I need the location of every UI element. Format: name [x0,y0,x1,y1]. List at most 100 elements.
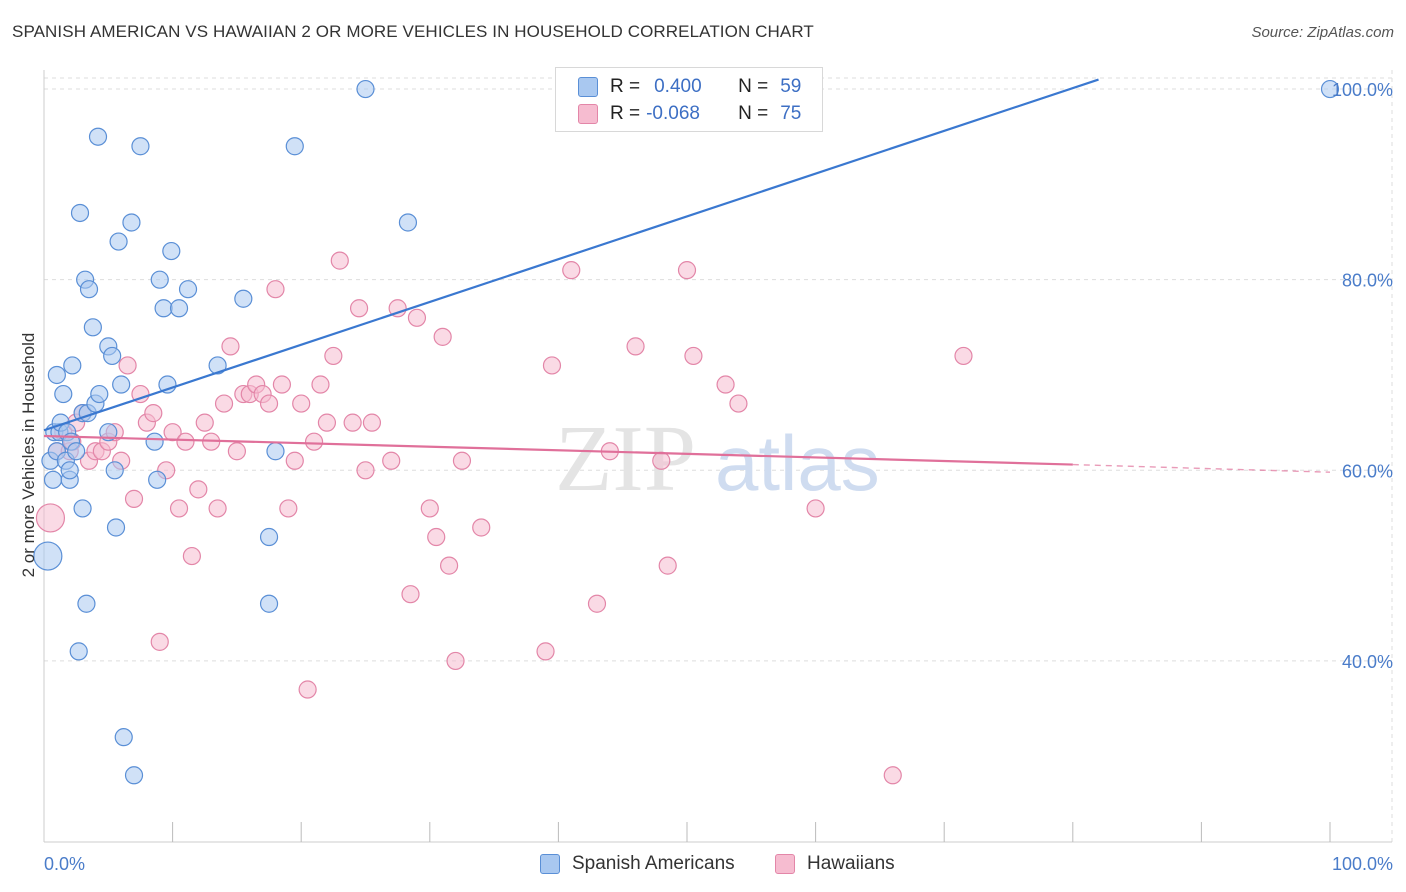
hawaiian-point [189,480,208,499]
spanish-american-point [109,232,128,251]
hawaiian-point [285,451,304,470]
hawaiian-point [388,299,407,318]
spanish-american-point [88,127,108,146]
legend-n-label: N = [738,76,769,97]
spanish-american-point [69,642,88,661]
hawaiian-point [472,518,491,537]
hawaiian-point [176,432,195,451]
bottom-legend-swatch-blue [540,854,560,874]
legend-swatch-blue [578,77,598,97]
spanish-american-point [63,356,82,375]
hawaiian-point [324,346,343,366]
source-label: Source: ZipAtlas.com [1251,24,1394,41]
hawaiian-point [806,499,825,518]
hawaiian-point [954,346,973,366]
hawaiians-trend-line [1072,463,1331,473]
y-tick-label: 80.0% [1342,271,1393,291]
hawaiian-point [163,423,182,442]
hawaiian-point [118,356,137,375]
hawaiian-point [562,261,581,280]
hawaiian-point [150,632,169,651]
legend-n-value: 75 [780,103,802,124]
hawaiian-point [362,413,382,432]
hawaiian-point [626,337,645,356]
spanish-american-point [60,461,79,480]
tick-labels: 40.0% 60.0% 80.0% 100.0% 0.0% 100.0% [44,80,1393,874]
bottom-legend-blue: Spanish Americans [540,852,735,876]
watermark-zip: ZIP [555,407,696,511]
hawaiian-point [677,261,697,280]
bottom-legend-pink: Hawaiians [775,852,895,876]
spanish-americans-points [33,79,1340,785]
hawaiian-point [658,556,677,575]
legend-row-blue: R = 0.400 N = 59 [578,74,801,100]
spanish-american-point [162,241,181,261]
hawaiian-point [356,461,375,480]
hawaiian-point [311,375,330,394]
spanish-american-point [234,289,253,308]
hawaiian-point [439,556,459,575]
trend-lines [43,78,1331,473]
hawaiian-point [433,327,452,346]
chart-title: SPANISH AMERICAN VS HAWAIIAN 2 OR MORE V… [12,22,814,41]
spanish-american-point [70,203,90,223]
hawaiian-point [452,451,472,470]
spanish-american-point [73,499,92,518]
hawaiians-trend-line [43,434,1073,466]
y-axis-label: 2 or more Vehicles in Household [19,333,38,578]
spanish-american-point [67,442,86,461]
hawaiian-point [292,394,311,413]
bottom-legend-label-blue: Spanish Americans [572,853,735,874]
spanish-american-point [259,527,279,547]
hawaiian-point [317,413,337,432]
hawaiian-point [427,527,446,547]
gridlines [44,70,1393,842]
spanish-american-point [83,318,102,337]
bottom-legend-label-pink: Hawaiians [807,853,895,874]
hawaiian-point [536,642,555,661]
hawaiian-point [652,451,671,470]
spanish-american-point [112,375,131,394]
hawaiian-point [343,413,362,432]
y-tick-label: 60.0% [1342,461,1393,481]
hawaiian-point [587,594,607,613]
spanish-american-point [169,299,189,318]
legend-row-pink: R = -0.068 N = 75 [578,101,801,127]
watermark-atlas: atlas [715,419,880,507]
spanish-american-point [285,137,304,156]
legend-r-label: R = [610,103,641,124]
spanish-american-point [154,299,173,318]
spanish-american-point [131,137,150,156]
hawaiian-point [542,356,562,375]
hawaiian-point [144,404,163,423]
bottom-legend-swatch-pink [775,854,795,874]
spanish-american-point [150,270,169,289]
hawaiian-point [298,680,317,699]
hawaiian-point [131,384,150,404]
hawaiian-point [272,375,292,394]
hawaiian-point [382,451,401,470]
hawaiian-point [182,546,201,566]
spanish-american-point [77,594,96,613]
spanish-american-point [99,423,118,442]
hawaiian-point [883,766,902,785]
hawaiian-point [266,280,285,299]
hawaiian-point [401,585,420,604]
spanish-american-point [148,470,167,489]
hawaiian-point [716,375,735,394]
correlation-legend: R = 0.400 N = 59 R = -0.068 N = 75 [555,67,823,132]
spanish-americans-trend-line [43,78,1099,432]
spanish-american-point [145,432,164,451]
spanish-american-point [208,356,227,375]
spanish-american-point [356,79,375,99]
y-tick-label: 40.0% [1342,652,1393,672]
hawaiians-points [35,251,973,785]
hawaiian-point [420,499,439,518]
hawaiian-point [279,499,298,518]
hawaiian-point [349,299,369,318]
spanish-american-point [33,541,63,571]
spanish-american-point [114,728,133,747]
spanish-american-point [122,213,141,232]
hawaiian-point [169,499,189,518]
